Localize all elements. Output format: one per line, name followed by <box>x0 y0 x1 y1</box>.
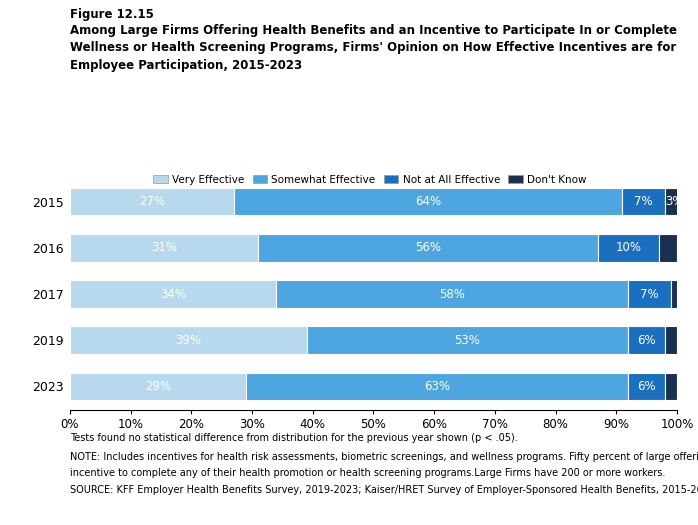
Text: Figure 12.15: Figure 12.15 <box>70 8 154 21</box>
Legend: Very Effective, Somewhat Effective, Not at All Effective, Don't Know: Very Effective, Somewhat Effective, Not … <box>149 171 591 189</box>
Bar <box>276 280 628 308</box>
Text: 64%: 64% <box>415 195 441 208</box>
Text: Tests found no statistical difference from distribution for the previous year sh: Tests found no statistical difference fr… <box>70 433 517 443</box>
Text: 56%: 56% <box>415 242 441 254</box>
Text: 6%: 6% <box>637 380 656 393</box>
Text: 27%: 27% <box>139 195 165 208</box>
Bar <box>628 373 665 400</box>
Bar <box>70 327 306 354</box>
Text: 6%: 6% <box>637 334 656 346</box>
Text: 31%: 31% <box>151 242 177 254</box>
Bar <box>665 373 677 400</box>
Bar <box>628 327 665 354</box>
Text: 53%: 53% <box>454 334 480 346</box>
Bar <box>234 188 623 215</box>
Bar <box>246 373 628 400</box>
Bar <box>665 188 683 215</box>
Bar <box>70 234 258 261</box>
Text: 58%: 58% <box>440 288 466 300</box>
Bar <box>665 327 677 354</box>
Text: incentive to complete any of their health promotion or health screening programs: incentive to complete any of their healt… <box>70 468 665 478</box>
Text: 3%: 3% <box>664 195 683 208</box>
Bar <box>671 280 677 308</box>
Bar <box>659 234 677 261</box>
Bar <box>70 188 234 215</box>
Text: 39%: 39% <box>175 334 201 346</box>
Bar <box>70 280 276 308</box>
Text: NOTE: Includes incentives for health risk assessments, biometric screenings, and: NOTE: Includes incentives for health ris… <box>70 452 698 461</box>
Text: 29%: 29% <box>144 380 171 393</box>
Bar <box>258 234 598 261</box>
Text: 10%: 10% <box>616 242 641 254</box>
Bar <box>628 280 671 308</box>
Text: Among Large Firms Offering Health Benefits and an Incentive to Participate In or: Among Large Firms Offering Health Benefi… <box>70 24 677 71</box>
Bar <box>623 188 665 215</box>
Bar <box>70 373 246 400</box>
Bar <box>306 327 628 354</box>
Text: 7%: 7% <box>641 288 659 300</box>
Text: 34%: 34% <box>160 288 186 300</box>
Bar <box>598 234 659 261</box>
Text: 63%: 63% <box>424 380 450 393</box>
Text: 7%: 7% <box>634 195 653 208</box>
Text: SOURCE: KFF Employer Health Benefits Survey, 2019-2023; Kaiser/HRET Survey of Em: SOURCE: KFF Employer Health Benefits Sur… <box>70 485 698 495</box>
